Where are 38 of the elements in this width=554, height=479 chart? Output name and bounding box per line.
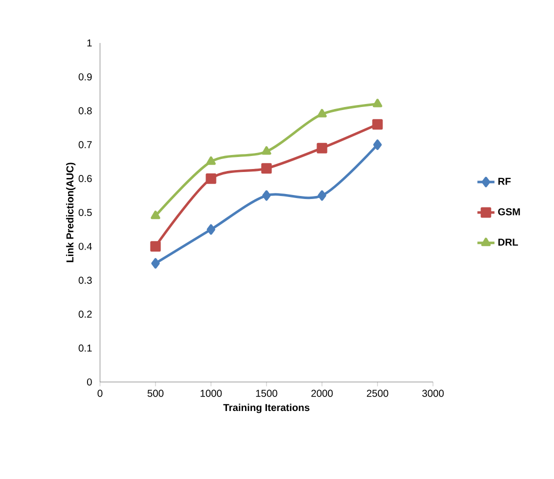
point bbox=[318, 190, 326, 201]
y-tick-label: 0.6 bbox=[78, 175, 92, 182]
y-tick-label: 0.7 bbox=[78, 141, 92, 148]
point bbox=[372, 119, 383, 130]
y-tick-label: 0.3 bbox=[78, 276, 92, 284]
y-tick-label: 0 bbox=[87, 378, 92, 386]
y-tick-label: 0.5 bbox=[78, 208, 92, 216]
x-tick-label: 500 bbox=[148, 390, 164, 397]
legend-label: RF bbox=[498, 178, 511, 185]
point bbox=[206, 173, 216, 184]
legend-label: GSM bbox=[498, 208, 520, 216]
y-tick-label: 1 bbox=[87, 40, 92, 46]
legend-label: DRL bbox=[498, 238, 518, 246]
point bbox=[151, 258, 160, 269]
y-tick-label: 0.4 bbox=[78, 242, 92, 250]
y-tick-label: 0.9 bbox=[78, 73, 92, 80]
x-tick-label: 3000 bbox=[422, 390, 444, 397]
point bbox=[261, 163, 272, 174]
point bbox=[150, 210, 160, 220]
point bbox=[206, 156, 216, 165]
y-tick-label: 0.8 bbox=[78, 107, 92, 114]
x-tick-label: 1000 bbox=[200, 390, 222, 397]
point bbox=[373, 139, 382, 150]
y-tick-label: 0.1 bbox=[78, 344, 92, 352]
point bbox=[150, 241, 161, 252]
y-tick-label: 0.2 bbox=[78, 310, 92, 318]
x-tick-label: 1500 bbox=[256, 390, 278, 397]
x-tick-label: 0 bbox=[98, 390, 102, 397]
point bbox=[316, 142, 328, 154]
point bbox=[372, 98, 382, 108]
x-axis-title: Training Iterations bbox=[223, 404, 310, 414]
x-tick-label: 2000 bbox=[311, 390, 333, 397]
x-tick-label: 2500 bbox=[366, 390, 388, 397]
point bbox=[206, 224, 216, 235]
point bbox=[262, 146, 272, 155]
y-axis-title: Link Prediction(AUC) bbox=[66, 162, 76, 262]
point bbox=[317, 108, 327, 118]
point bbox=[262, 190, 271, 201]
